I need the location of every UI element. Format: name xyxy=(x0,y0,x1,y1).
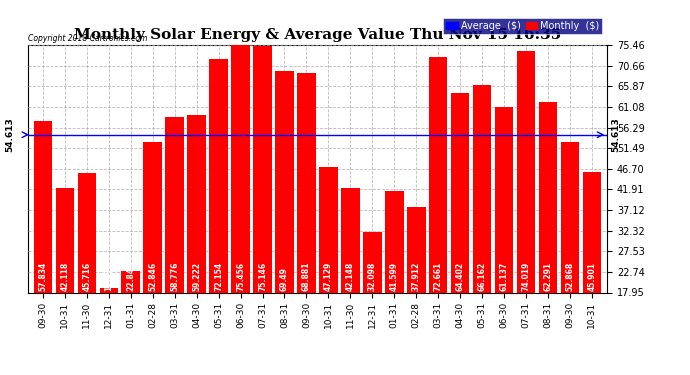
Bar xyxy=(560,142,579,292)
Text: Copyright 2018 Cartronics.com: Copyright 2018 Cartronics.com xyxy=(28,33,147,42)
Text: 75.456: 75.456 xyxy=(236,262,245,291)
Bar xyxy=(428,57,448,292)
Text: 19.075: 19.075 xyxy=(104,262,113,291)
Bar xyxy=(582,172,601,292)
Text: 37.912: 37.912 xyxy=(412,262,421,291)
Bar xyxy=(209,59,228,292)
Bar xyxy=(99,288,118,292)
Bar xyxy=(121,272,140,292)
Text: 42.148: 42.148 xyxy=(346,262,355,291)
Text: 64.402: 64.402 xyxy=(455,262,464,291)
Text: 69.49: 69.49 xyxy=(280,267,289,291)
Text: 42.118: 42.118 xyxy=(61,262,70,291)
Text: 47.129: 47.129 xyxy=(324,262,333,291)
Bar xyxy=(385,191,404,292)
Bar xyxy=(495,106,513,292)
Bar xyxy=(253,46,272,292)
Text: 59.222: 59.222 xyxy=(192,262,201,291)
Bar xyxy=(539,102,558,292)
Text: 68.881: 68.881 xyxy=(302,262,311,291)
Bar xyxy=(319,167,337,292)
Bar xyxy=(166,117,184,292)
Text: 41.599: 41.599 xyxy=(390,262,399,291)
Bar xyxy=(275,71,294,292)
Bar xyxy=(363,232,382,292)
Bar xyxy=(77,173,96,292)
Bar xyxy=(451,93,469,292)
Text: 75.146: 75.146 xyxy=(258,262,267,291)
Text: 74.019: 74.019 xyxy=(522,262,531,291)
Text: 57.834: 57.834 xyxy=(39,262,48,291)
Bar xyxy=(297,74,316,292)
Text: 22.846: 22.846 xyxy=(126,262,135,291)
Bar xyxy=(473,85,491,292)
Text: 61.137: 61.137 xyxy=(500,262,509,291)
Bar xyxy=(34,121,52,292)
Text: 58.776: 58.776 xyxy=(170,262,179,291)
Text: 72.154: 72.154 xyxy=(214,262,223,291)
Text: 52.868: 52.868 xyxy=(565,262,574,291)
Legend: Average  ($), Monthly  ($): Average ($), Monthly ($) xyxy=(444,18,602,33)
Text: 52.846: 52.846 xyxy=(148,262,157,291)
Text: 72.661: 72.661 xyxy=(433,262,443,291)
Bar xyxy=(231,45,250,292)
Bar xyxy=(56,189,75,292)
Title: Monthly Solar Energy & Average Value Thu Nov 15 16:35: Monthly Solar Energy & Average Value Thu… xyxy=(74,28,561,42)
Text: 62.291: 62.291 xyxy=(544,262,553,291)
Bar xyxy=(517,51,535,292)
Bar xyxy=(144,142,162,292)
Text: 54.613: 54.613 xyxy=(6,117,14,152)
Text: 45.901: 45.901 xyxy=(587,262,596,291)
Bar xyxy=(187,115,206,292)
Text: 45.716: 45.716 xyxy=(82,262,91,291)
Text: 54.613: 54.613 xyxy=(611,117,620,152)
Text: 32.098: 32.098 xyxy=(368,262,377,291)
Text: 66.162: 66.162 xyxy=(477,262,486,291)
Bar xyxy=(341,188,359,292)
Bar xyxy=(407,207,426,292)
